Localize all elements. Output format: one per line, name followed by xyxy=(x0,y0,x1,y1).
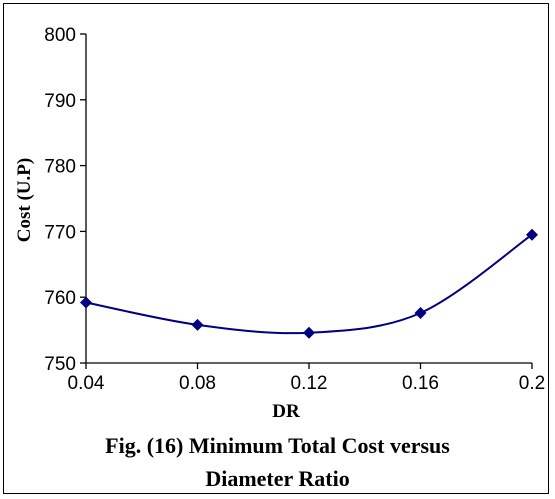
series-line xyxy=(85,233,533,335)
figure-caption-line-2: Diameter Ratio xyxy=(205,466,350,491)
plot-area: 750 760 770 780 790 800 0.04 0.08 0.12 0.16 0.2 xyxy=(44,25,545,394)
figure-frame xyxy=(3,3,549,494)
data-point-marker xyxy=(414,306,427,319)
data-point-marker xyxy=(191,318,204,331)
x-tick-label: 0.2 xyxy=(519,373,545,394)
x-axis-title: DR xyxy=(272,401,300,420)
y-tick-label: 790 xyxy=(44,91,76,112)
x-tick-label: 0.12 xyxy=(291,373,328,394)
figure-caption-line-1: Fig. (16) Minimum Total Cost versus xyxy=(105,433,450,458)
y-tick-label: 770 xyxy=(44,222,76,243)
x-tick-label: 0.04 xyxy=(68,373,105,394)
y-tick-label: 800 xyxy=(44,25,76,46)
y-tick-label: 760 xyxy=(44,288,76,309)
x-tick-label: 0.16 xyxy=(402,373,439,394)
data-point-marker xyxy=(80,296,92,309)
y-tick-label: 780 xyxy=(44,157,76,178)
y-axis-title: Cost (U.P) xyxy=(14,158,35,242)
x-tick-label: 0.08 xyxy=(179,373,216,394)
y-tick-label: 750 xyxy=(44,354,76,375)
data-point-marker xyxy=(526,228,538,241)
data-point-marker xyxy=(303,326,315,339)
line-chart: 750 760 770 780 790 800 0.04 0.08 0.12 0.16 0.2 Co… xyxy=(14,25,545,420)
